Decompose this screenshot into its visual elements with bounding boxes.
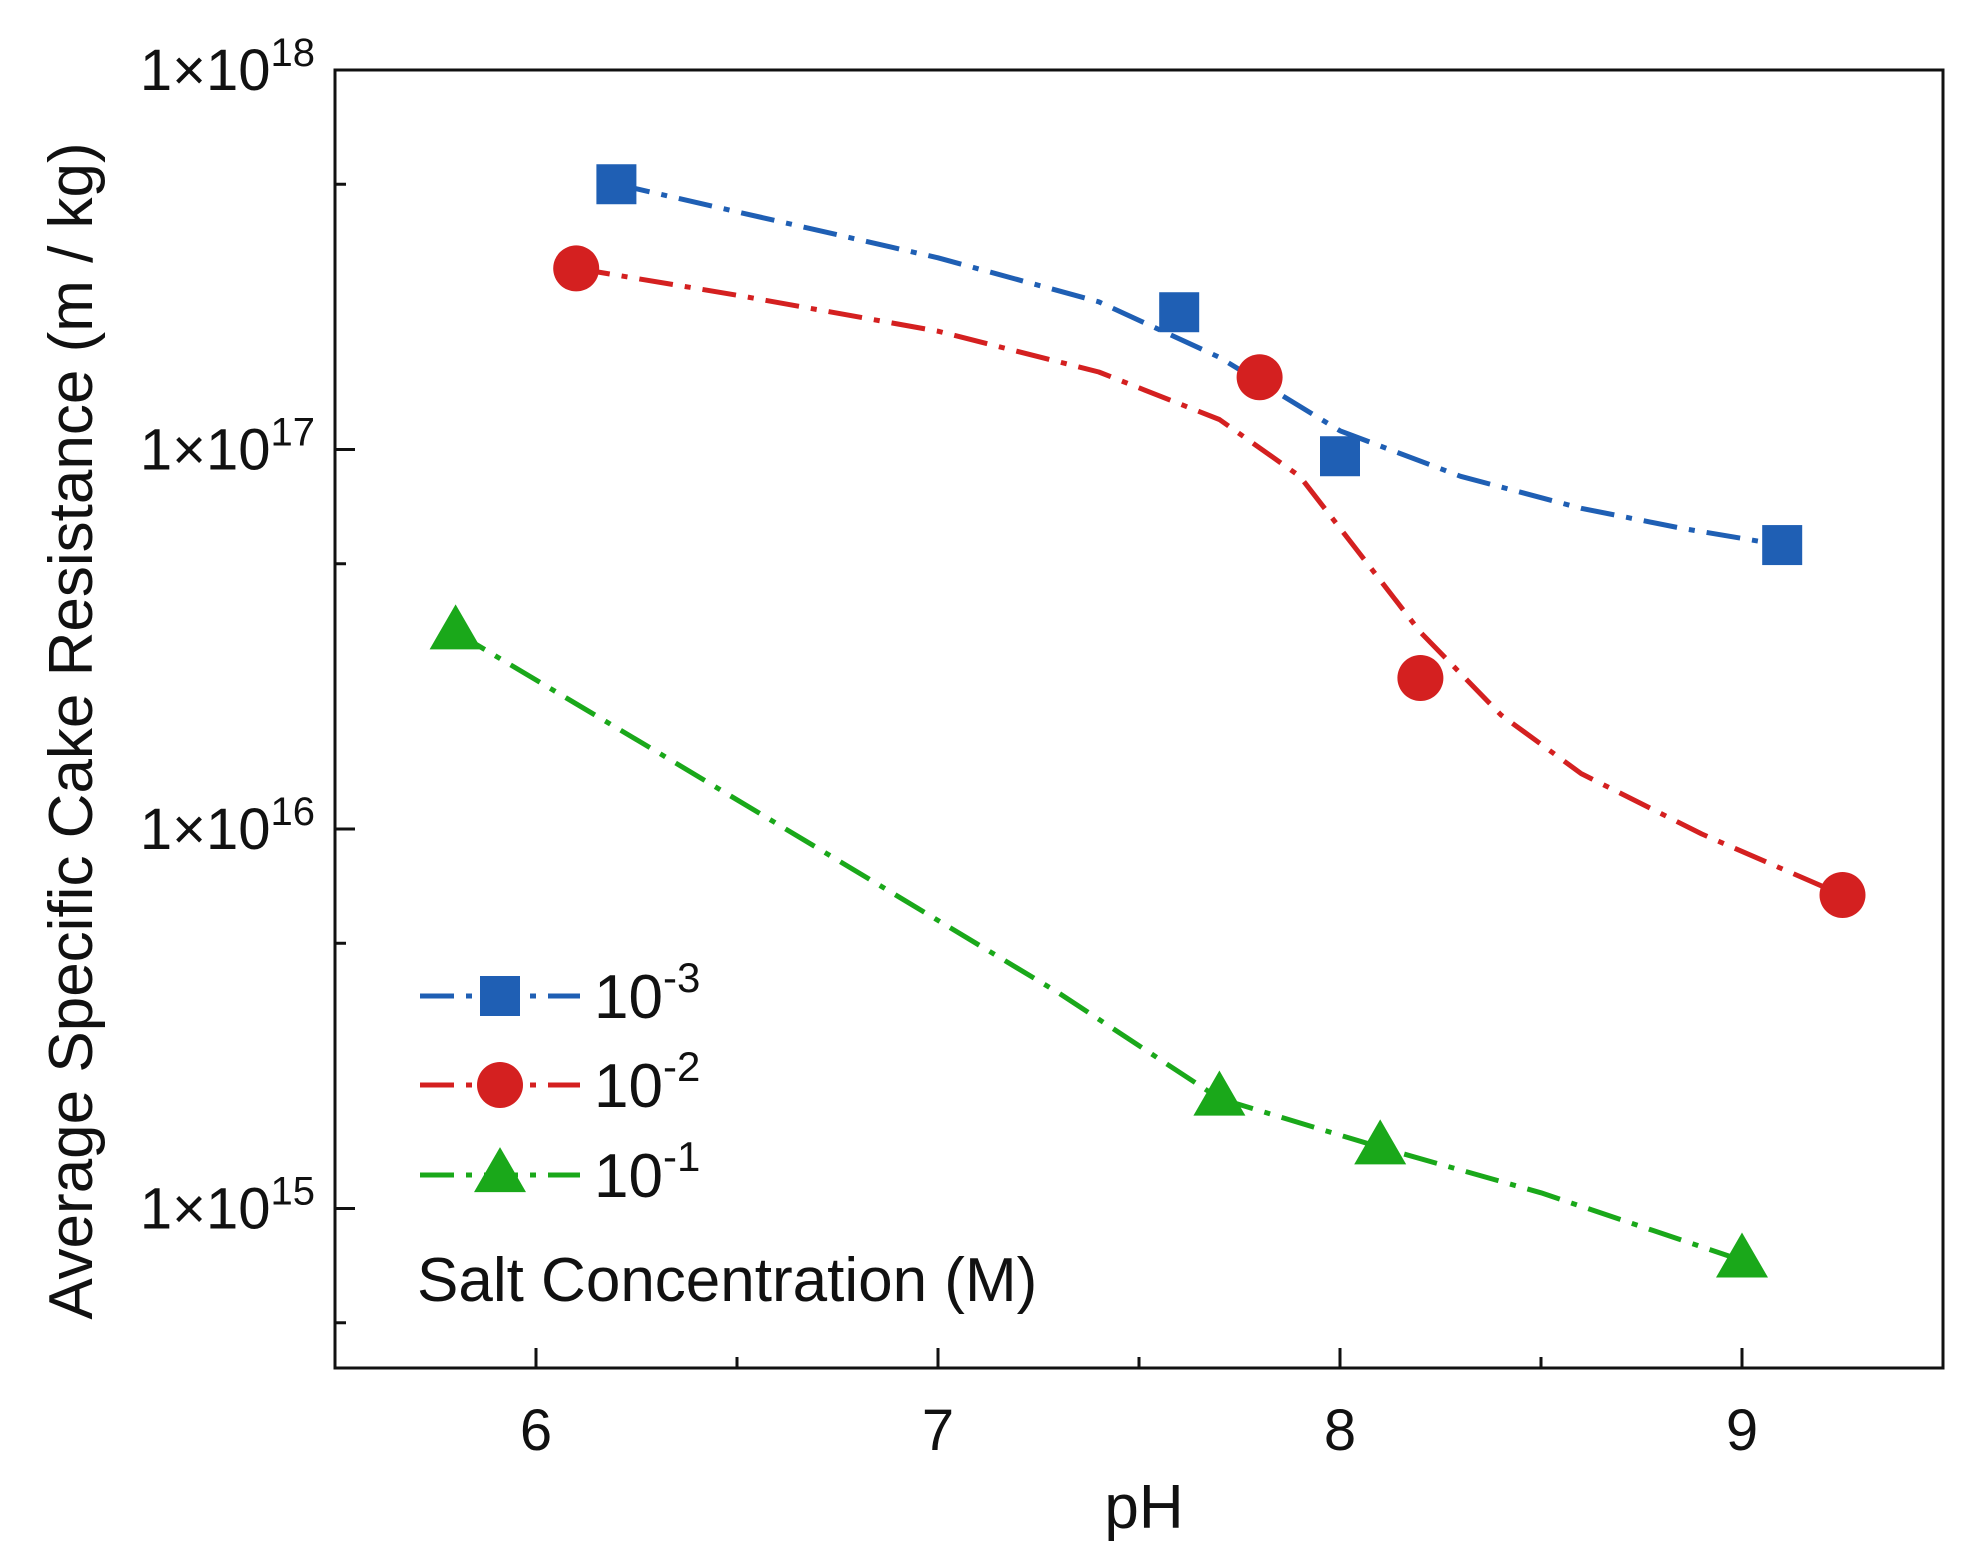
data-point (1716, 1232, 1768, 1278)
y-tick-exponent: 16 (271, 790, 316, 834)
x-axis-title: pH (1104, 1473, 1183, 1542)
legend-label-exponent: -1 (663, 1133, 700, 1180)
series-line (454, 630, 1743, 1263)
legend-title: Salt Concentration (M) (417, 1246, 1037, 1315)
y-tick-label: 1×1016 (140, 790, 315, 862)
x-tick-label: 7 (922, 1398, 954, 1463)
y-tick-mantissa: 1×10 (140, 418, 271, 483)
legend-label: 10-1 (594, 1133, 700, 1211)
series-circle (553, 245, 1866, 919)
data-point (1320, 436, 1360, 477)
y-tick-exponent: 15 (271, 1170, 316, 1214)
legend-marker (480, 976, 520, 1016)
data-point (1159, 292, 1200, 333)
y-tick-label: 1×1018 (140, 31, 315, 103)
axes-layer (333, 68, 1945, 1370)
y-axis-title: Average Specific Cake Resistance (m / kg… (37, 142, 106, 1319)
series-square (596, 164, 1803, 566)
legend-label-base: 10 (594, 1142, 663, 1211)
legend-entry: 10-3 (420, 954, 700, 1032)
series-layer (429, 164, 1866, 1278)
y-tick-mantissa: 1×10 (140, 797, 271, 862)
legend-entry: 10-2 (420, 1043, 700, 1121)
data-point (1819, 872, 1866, 919)
legend-label-exponent: -2 (663, 1043, 700, 1090)
y-tick-label: 1×1015 (140, 1170, 315, 1242)
legend-label-base: 10 (594, 1052, 663, 1121)
data-point (1354, 1119, 1407, 1165)
x-tick-label: 8 (1324, 1398, 1356, 1463)
legend-label-exponent: -3 (663, 954, 700, 1001)
legend-label-base: 10 (594, 963, 663, 1032)
legend-marker (474, 1147, 526, 1193)
y-tick-mantissa: 1×10 (140, 1177, 271, 1242)
series-line (575, 265, 1844, 898)
data-point (1762, 525, 1803, 566)
y-tick-mantissa: 1×10 (140, 38, 271, 103)
data-point (596, 164, 637, 205)
data-point (1397, 654, 1444, 701)
legend-label: 10-3 (594, 954, 700, 1032)
data-point (1193, 1070, 1246, 1116)
x-tick-label: 9 (1726, 1398, 1758, 1463)
data-point (1236, 354, 1283, 401)
x-tick-label: 6 (520, 1398, 552, 1463)
y-tick-exponent: 17 (271, 411, 316, 455)
legend-entry: 10-1 (420, 1133, 700, 1211)
legend-marker (477, 1062, 523, 1108)
data-point (429, 604, 482, 650)
data-point (553, 245, 600, 292)
y-tick-label: 1×1017 (140, 411, 315, 483)
series-triangle (429, 604, 1768, 1278)
y-tick-exponent: 18 (271, 31, 316, 75)
series-line (615, 181, 1783, 548)
legend-label: 10-2 (594, 1043, 700, 1121)
